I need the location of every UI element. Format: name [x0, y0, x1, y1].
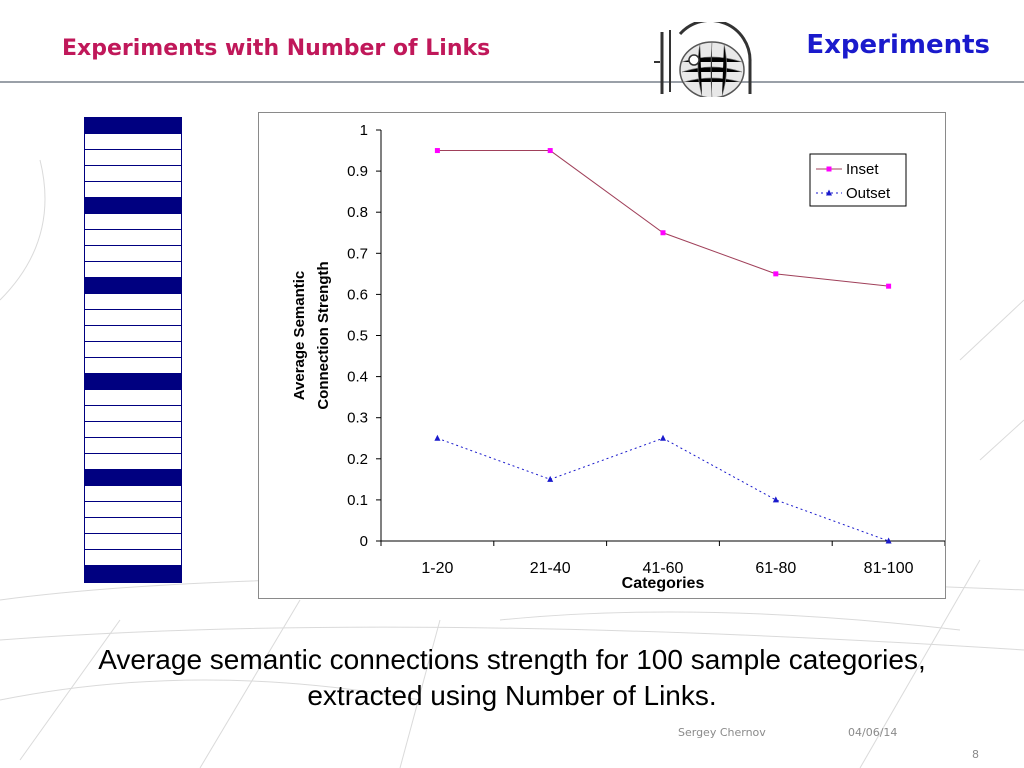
- y-tick-label: 0: [360, 533, 368, 550]
- x-tick-label: 41-60: [643, 560, 684, 577]
- point-outset: [434, 434, 441, 441]
- stripe-row-light: [85, 246, 181, 262]
- stripe-row-light: [85, 486, 181, 502]
- point-outset: [885, 537, 892, 544]
- stripe-row-dark: [85, 278, 181, 294]
- legend-marker-inset: [826, 166, 832, 172]
- legend-label-outset: Outset: [846, 185, 891, 202]
- y-tick-label: 0.5: [347, 328, 368, 345]
- section-title: Experiments: [806, 30, 990, 60]
- y-tick-label: 0.9: [347, 163, 368, 180]
- stripe-row-light: [85, 214, 181, 230]
- line-chart: 0 0.1 0.2 0.3 0.4 0.5 0.6 0.7 0.8 0.9 1 1-20 21-40 41…: [291, 122, 946, 592]
- stripe-row-light: [85, 518, 181, 534]
- stripe-row-light: [85, 182, 181, 198]
- x-tick-label: 81-100: [864, 560, 914, 577]
- legend-marker-outset: [826, 189, 832, 196]
- stripe-row-light: [85, 534, 181, 550]
- stripe-row-light: [85, 294, 181, 310]
- stripe-row-light: [85, 454, 181, 470]
- stripe-row-light: [85, 342, 181, 358]
- stripe-row-light: [85, 166, 181, 182]
- slide-caption: Average semantic connections strength fo…: [98, 644, 926, 711]
- legend-label-inset: Inset: [846, 161, 879, 178]
- y-tick-label: 0.4: [347, 369, 368, 386]
- stripe-row-light: [85, 406, 181, 422]
- stripe-row-dark: [85, 566, 181, 582]
- y-tick-label: 0.8: [347, 204, 368, 221]
- stripe-row-dark: [85, 470, 181, 486]
- point-inset: [886, 283, 892, 289]
- point-outset: [772, 496, 779, 503]
- stripe-row-light: [85, 438, 181, 454]
- x-tick-label: 61-80: [755, 560, 796, 577]
- slide-title: Experiments with Number of Links: [62, 36, 491, 61]
- stripe-row-dark: [85, 374, 181, 390]
- y-axis-title-line-2: Connection Strength: [315, 261, 332, 409]
- stripe-row-light: [85, 326, 181, 342]
- y-tick-label: 0.7: [347, 245, 368, 262]
- point-inset: [773, 271, 779, 277]
- legend-box: [809, 153, 907, 207]
- stripe-row-light: [85, 310, 181, 326]
- y-tick-label: 0.2: [347, 451, 368, 468]
- stripe-row-light: [85, 230, 181, 246]
- stripe-row-light: [85, 134, 181, 150]
- y-tick-label: 1: [360, 122, 368, 139]
- color-stripe-bar: [84, 117, 182, 583]
- stripe-row-light: [85, 502, 181, 518]
- x-tick-label: 1-20: [421, 560, 453, 577]
- stripe-row-light: [85, 150, 181, 166]
- header-divider: [0, 81, 1024, 83]
- y-axis-title-line-1: Average Semantic: [291, 271, 308, 401]
- stripe-row-light: [85, 422, 181, 438]
- y-tick-label: 0.1: [347, 492, 368, 509]
- point-inset: [434, 148, 440, 154]
- stripe-row-light: [85, 390, 181, 406]
- point-outset: [660, 434, 666, 441]
- footer-author: Sergey Chernov: [678, 726, 766, 739]
- footer-date: 04/06/14: [848, 726, 898, 739]
- stripe-row-light: [85, 358, 181, 374]
- series-line-outset: [437, 437, 889, 542]
- globe-logo-icon: [654, 22, 752, 97]
- stripe-row-light: [85, 262, 181, 278]
- page-number: 8: [972, 748, 979, 761]
- point-outset: [547, 475, 554, 482]
- point-inset: [547, 148, 553, 154]
- point-inset: [660, 230, 666, 236]
- x-tick-label: 21-40: [530, 560, 571, 577]
- stripe-row-dark: [85, 118, 181, 134]
- stripe-row-dark: [85, 198, 181, 214]
- y-tick-label: 0.3: [347, 410, 368, 427]
- stripe-row-light: [85, 550, 181, 566]
- chart-container: 0 0.1 0.2 0.3 0.4 0.5 0.6 0.7 0.8 0.9 1 1-20 21-40 41…: [258, 112, 946, 599]
- x-axis-title: Categories: [622, 575, 705, 592]
- y-tick-label: 0.6: [347, 286, 368, 303]
